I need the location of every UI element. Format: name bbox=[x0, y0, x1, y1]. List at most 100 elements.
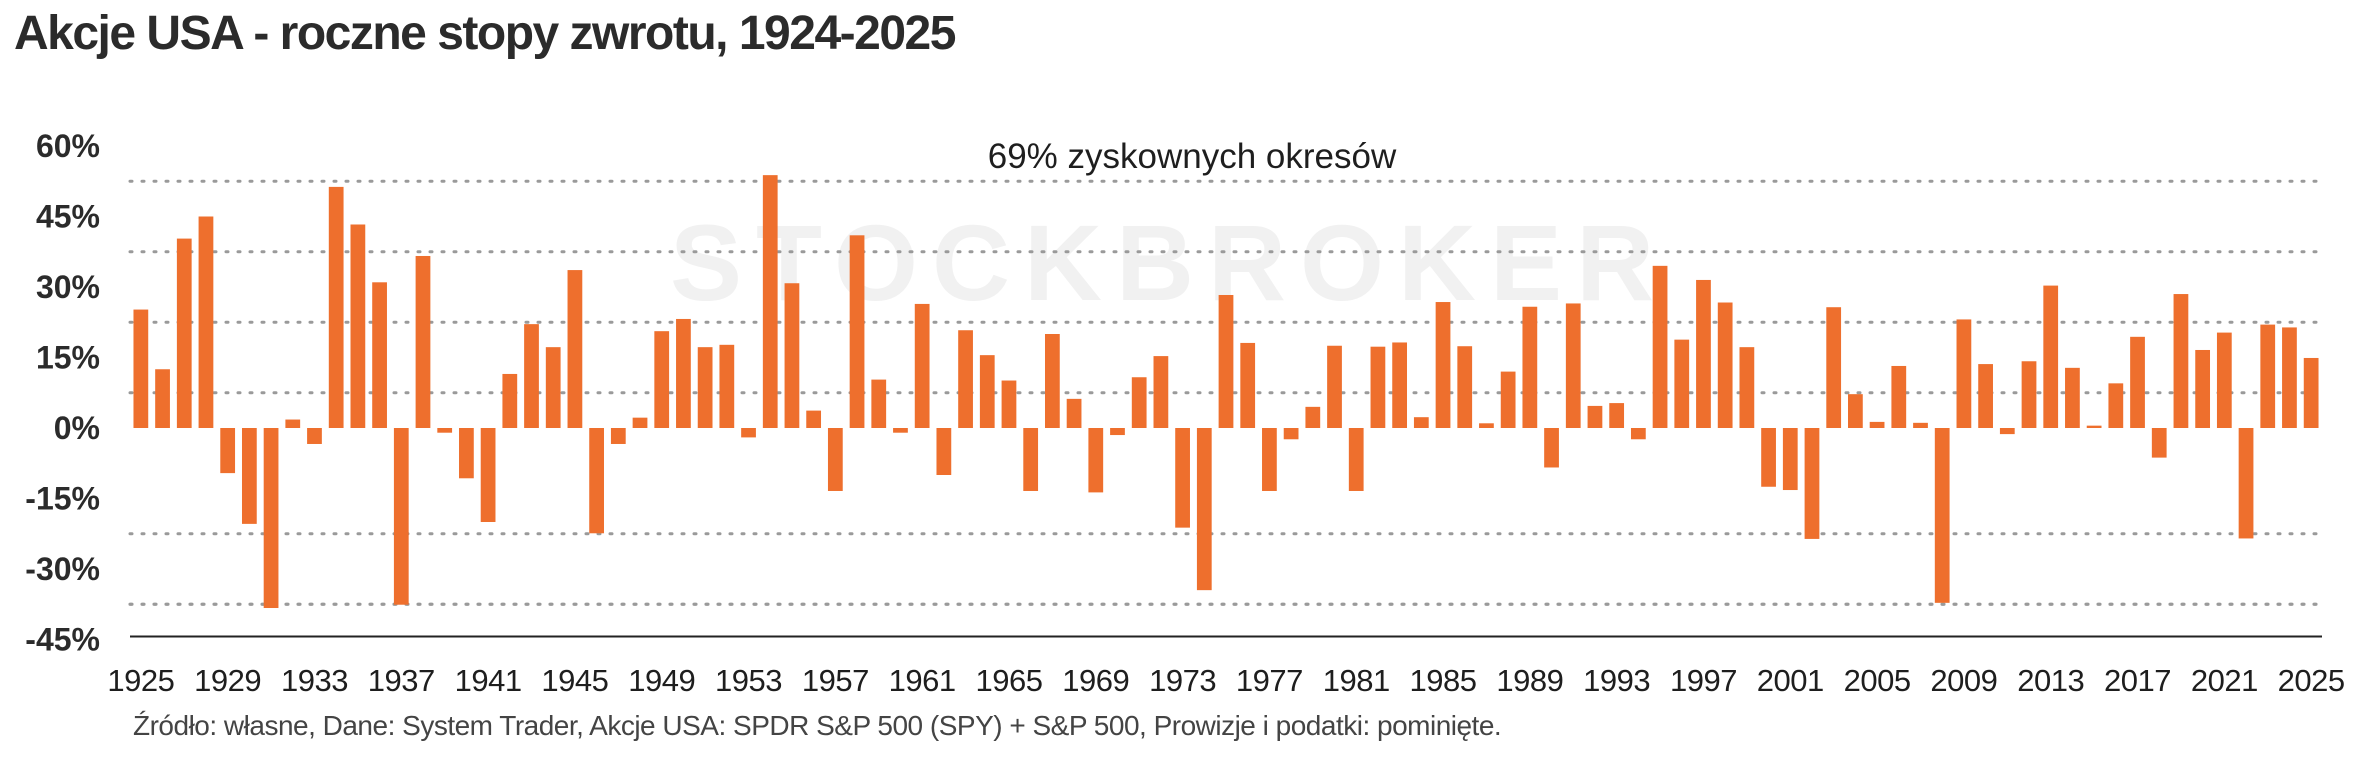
bars bbox=[133, 175, 2319, 609]
bar-1982 bbox=[1370, 346, 1386, 428]
bar-1968 bbox=[1066, 398, 1082, 428]
bar-2001 bbox=[1782, 428, 1798, 491]
bar-1942 bbox=[502, 373, 518, 428]
x-tick-label: 1969 bbox=[1062, 663, 1129, 698]
bar-1936 bbox=[372, 282, 387, 428]
x-tick-label: 2001 bbox=[1757, 663, 1824, 698]
bar-1941 bbox=[480, 428, 496, 522]
x-tick-label: 1961 bbox=[889, 663, 956, 698]
bar-1946 bbox=[589, 428, 604, 534]
x-tick-label: 1977 bbox=[1236, 663, 1303, 698]
x-tick-labels: 1925 1929 1933 1937 1941 1945 1949 1953 1957 1961… bbox=[107, 663, 2345, 698]
x-tick-label: 1933 bbox=[281, 663, 348, 698]
bar-1949 bbox=[654, 331, 670, 428]
bar-1961 bbox=[914, 303, 930, 428]
bar-1929 bbox=[220, 428, 236, 474]
bar-1931 bbox=[263, 428, 279, 609]
bar-1971 bbox=[1131, 377, 1147, 428]
bar-1970 bbox=[1110, 428, 1125, 436]
x-tick-label: 1973 bbox=[1149, 663, 1216, 698]
bar-2020 bbox=[2195, 349, 2211, 428]
x-tick-label: 1929 bbox=[194, 663, 261, 698]
x-tick-label: 2025 bbox=[2278, 663, 2345, 698]
bar-2011 bbox=[1999, 428, 2015, 435]
bar-2007 bbox=[1913, 422, 1928, 428]
chart-annotation: 69% zyskownych okresów bbox=[988, 137, 1397, 176]
bar-1948 bbox=[632, 417, 648, 428]
x-tick-label: 1965 bbox=[975, 663, 1042, 698]
bar-1993 bbox=[1609, 403, 1625, 428]
bar-1939 bbox=[437, 428, 453, 433]
y-tick-label: 0% bbox=[54, 410, 100, 446]
x-tick-label: 1937 bbox=[368, 663, 435, 698]
bar-1937 bbox=[393, 428, 409, 605]
bar-1932 bbox=[285, 419, 301, 428]
bar-1960 bbox=[893, 428, 908, 433]
bar-1977 bbox=[1262, 428, 1277, 491]
bar-2012 bbox=[2021, 361, 2037, 428]
bar-1945 bbox=[567, 270, 583, 428]
bar-1969 bbox=[1088, 428, 1104, 493]
bar-1950 bbox=[676, 318, 691, 428]
bar-1988 bbox=[1500, 371, 1516, 428]
y-tick-label: -30% bbox=[25, 551, 100, 587]
y-tick-label: 30% bbox=[36, 269, 100, 305]
y-tick-labels: 60% 45% 30% 15% 0% -15% -30% -45% bbox=[25, 128, 100, 658]
bar-2017 bbox=[2130, 336, 2145, 428]
bar-1957 bbox=[827, 428, 843, 491]
x-tick-label: 2005 bbox=[1844, 663, 1911, 698]
y-tick-label: -45% bbox=[25, 622, 100, 658]
bar-1983 bbox=[1392, 342, 1408, 428]
bar-1944 bbox=[545, 347, 561, 428]
bar-1981 bbox=[1348, 428, 1364, 491]
bar-1959 bbox=[871, 379, 887, 428]
source-note: Źródło: własne, Dane: System Trader, Akc… bbox=[133, 710, 1502, 741]
y-tick-label: 45% bbox=[36, 199, 100, 235]
bar-1962 bbox=[936, 428, 952, 475]
x-tick-label: 1925 bbox=[107, 663, 174, 698]
bar-2010 bbox=[1978, 364, 1993, 428]
bar-2014 bbox=[2065, 367, 2080, 428]
x-tick-label: 1957 bbox=[802, 663, 869, 698]
x-tick-label: 1989 bbox=[1496, 663, 1563, 698]
y-tick-label: -15% bbox=[25, 481, 100, 517]
x-tick-label: 1981 bbox=[1323, 663, 1390, 698]
x-tick-label: 2009 bbox=[1930, 663, 1997, 698]
bar-1955 bbox=[784, 283, 800, 428]
x-tick-label: 2017 bbox=[2104, 663, 2171, 698]
bar-1965 bbox=[1001, 380, 1017, 428]
bar-1925 bbox=[133, 309, 149, 428]
bar-1980 bbox=[1327, 345, 1342, 428]
x-tick-label: 2021 bbox=[2191, 663, 2258, 698]
bar-1995 bbox=[1652, 265, 1668, 428]
bar-1996 bbox=[1674, 339, 1690, 428]
bar-1928 bbox=[198, 216, 214, 428]
bar-1978 bbox=[1283, 428, 1299, 440]
bar-1991 bbox=[1565, 303, 1581, 428]
bar-2013 bbox=[2043, 285, 2059, 428]
bar-1994 bbox=[1630, 428, 1646, 440]
bar-1927 bbox=[176, 238, 192, 428]
bar-1974 bbox=[1196, 428, 1212, 591]
x-tick-label: 1993 bbox=[1583, 663, 1650, 698]
bar-1954 bbox=[762, 175, 778, 428]
bar-1985 bbox=[1435, 302, 1451, 428]
page-title: Akcje USA - roczne stopy zwrotu, 1924-20… bbox=[14, 7, 956, 60]
bar-2018 bbox=[2151, 428, 2167, 458]
bar-2000 bbox=[1761, 428, 1776, 487]
bar-1943 bbox=[524, 324, 539, 428]
bar-1973 bbox=[1175, 428, 1190, 528]
y-tick-label: 15% bbox=[36, 340, 100, 376]
bar-2016 bbox=[2108, 383, 2124, 428]
x-tick-label: 1997 bbox=[1670, 663, 1737, 698]
bar-1940 bbox=[459, 428, 474, 479]
bar-2002 bbox=[1804, 428, 1820, 539]
bar-1972 bbox=[1153, 356, 1169, 428]
bar-1967 bbox=[1044, 334, 1060, 428]
bar-1975 bbox=[1218, 294, 1234, 428]
bar-1966 bbox=[1023, 428, 1039, 491]
y-tick-label: 60% bbox=[36, 128, 100, 164]
bar-2025 bbox=[2303, 357, 2319, 428]
bar-2006 bbox=[1891, 365, 1907, 428]
